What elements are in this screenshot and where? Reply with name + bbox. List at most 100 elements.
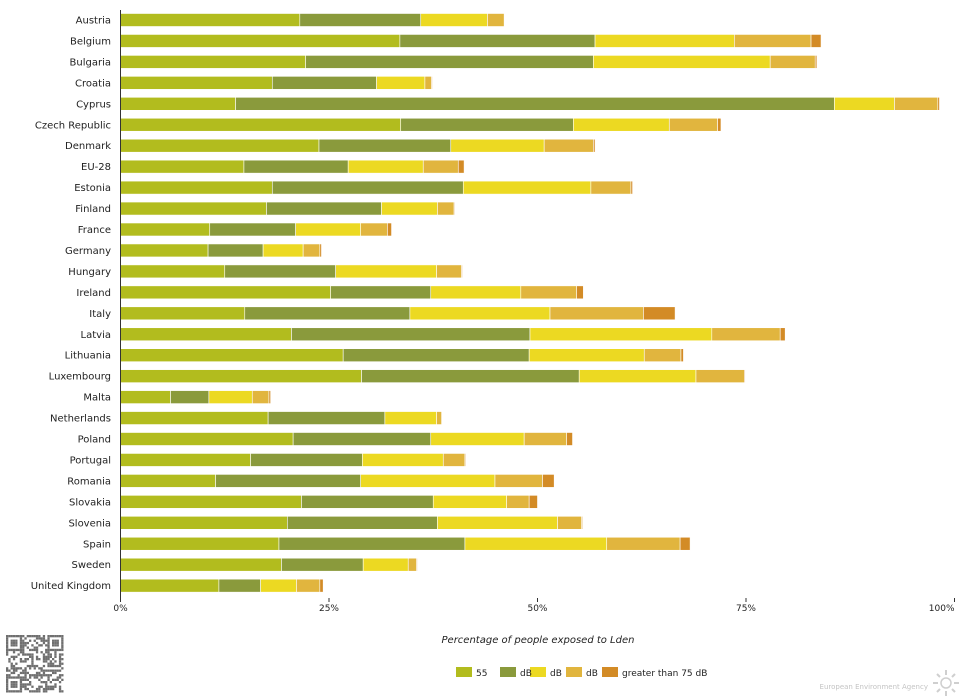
bar-segment-series-0[interactable] [120, 453, 251, 467]
bar-segment-series-1[interactable] [170, 390, 210, 404]
bar-segment-series-3[interactable] [549, 306, 644, 321]
bar-segment-series-4[interactable] [576, 285, 584, 300]
bar-segment-series-0[interactable] [120, 348, 344, 363]
bar-segment-series-4[interactable] [416, 557, 418, 572]
bar-segment-series-3[interactable] [407, 557, 417, 572]
bar-segment-series-0[interactable] [120, 97, 236, 111]
bar-segment-series-0[interactable] [120, 180, 273, 195]
bar-segment-series-3[interactable] [506, 495, 530, 509]
bar-segment-series-3[interactable] [668, 117, 718, 132]
bar-segment-series-0[interactable] [120, 327, 292, 342]
bar-segment-series-3[interactable] [543, 138, 594, 153]
legend-label-series-0[interactable]: 55 [476, 669, 487, 679]
bar-segment-series-2[interactable] [573, 117, 670, 132]
bar-segment-series-3[interactable] [251, 390, 270, 404]
bar-segment-series-4[interactable] [630, 180, 633, 195]
legend[interactable]: 55 dB dB dB greater than 75 dB [456, 667, 707, 679]
bar-segment-series-3[interactable] [523, 432, 567, 446]
bar-segment-series-3[interactable] [894, 97, 939, 111]
bar-segment-series-2[interactable] [362, 453, 444, 467]
bar-segment-series-3[interactable] [769, 55, 816, 69]
bar-segment-series-2[interactable] [593, 55, 771, 69]
bar-segment-series-3[interactable] [590, 180, 632, 195]
bar-segment-series-0[interactable] [120, 159, 245, 174]
bar-segment-series-2[interactable] [384, 411, 437, 425]
bar-segment-series-0[interactable] [120, 369, 362, 383]
bar-segment-series-0[interactable] [120, 474, 216, 488]
bar-segment-series-1[interactable] [218, 578, 261, 593]
bar-segment-series-4[interactable] [319, 578, 324, 593]
bar-segment-series-4[interactable] [528, 495, 538, 509]
bar-segment-series-2[interactable] [437, 515, 558, 530]
bar-segment-series-4[interactable] [268, 390, 271, 404]
bar-segment-series-1[interactable] [250, 453, 363, 467]
bar-segment-series-3[interactable] [734, 34, 812, 48]
bar-segment-series-0[interactable] [120, 495, 302, 509]
bar-segment-series-4[interactable] [593, 138, 596, 153]
bar-segment-series-0[interactable] [120, 222, 211, 237]
bar-segment-series-0[interactable] [120, 117, 402, 132]
bar-segment-series-3[interactable] [643, 348, 682, 363]
bar-segment-series-3[interactable] [437, 201, 455, 216]
bar-segment-series-1[interactable] [224, 264, 336, 279]
bar-segment-series-3[interactable] [436, 411, 442, 425]
legend-swatch-series-4[interactable] [602, 667, 618, 677]
bar-segment-series-3[interactable] [424, 76, 432, 90]
bar-segment-series-0[interactable] [120, 55, 306, 69]
bar-segment-series-1[interactable] [244, 306, 411, 321]
legend-swatch-series-0[interactable] [456, 667, 472, 677]
bar-segment-series-0[interactable] [120, 515, 288, 530]
bar-segment-series-3[interactable] [487, 13, 505, 27]
bar-segment-series-0[interactable] [120, 557, 282, 572]
bar-segment-series-1[interactable] [207, 243, 264, 258]
bar-segment-series-1[interactable] [361, 369, 580, 383]
bar-segment-series-2[interactable] [529, 327, 713, 342]
legend-label-series-4[interactable]: greater than 75 dB [622, 669, 707, 679]
legend-swatch-series-3[interactable] [566, 667, 582, 677]
bar-segment-series-2[interactable] [450, 138, 545, 153]
bar-segment-series-1[interactable] [271, 180, 464, 195]
bar-segment-series-4[interactable] [810, 34, 822, 48]
bar-segment-series-2[interactable] [432, 495, 507, 509]
bar-segment-series-0[interactable] [120, 138, 320, 153]
legend-label-series-1[interactable]: dB [520, 669, 532, 679]
bar-segment-series-2[interactable] [430, 432, 525, 446]
bar-segment-series-1[interactable] [299, 13, 422, 27]
bar-segment-series-3[interactable] [422, 159, 459, 174]
legend-label-series-3[interactable]: dB [586, 669, 598, 679]
bar-segment-series-2[interactable] [208, 390, 253, 404]
bar-segment-series-1[interactable] [243, 159, 349, 174]
bar-segment-series-1[interactable] [291, 327, 531, 342]
bar-segment-series-1[interactable] [318, 138, 452, 153]
bar-segment-series-2[interactable] [260, 578, 297, 593]
bar-segment-series-1[interactable] [281, 557, 364, 572]
bar-segment-series-0[interactable] [120, 432, 294, 446]
bar-segment-series-0[interactable] [120, 536, 280, 551]
bar-segment-series-4[interactable] [566, 432, 573, 446]
bar-segment-series-0[interactable] [120, 264, 226, 279]
bar-segment-series-4[interactable] [744, 369, 746, 383]
bar-segment-series-1[interactable] [266, 201, 382, 216]
bar-segment-series-2[interactable] [335, 264, 437, 279]
bar-segment-series-2[interactable] [381, 201, 438, 216]
bar-segment-series-2[interactable] [464, 536, 608, 551]
bar-segment-series-0[interactable] [120, 201, 267, 216]
bar-segment-series-0[interactable] [120, 285, 331, 300]
bar-segment-series-4[interactable] [643, 306, 676, 321]
bar-segment-series-2[interactable] [409, 306, 551, 321]
bar-segment-series-2[interactable] [594, 34, 735, 48]
bar-segment-series-4[interactable] [679, 536, 691, 551]
bar-segment-series-1[interactable] [267, 411, 386, 425]
bar-segment-series-4[interactable] [680, 348, 684, 363]
bar-segment-series-2[interactable] [376, 76, 426, 90]
bar-segment-series-0[interactable] [120, 411, 269, 425]
bar-segment-series-2[interactable] [834, 97, 895, 111]
bar-segment-series-4[interactable] [461, 264, 463, 279]
bar-segment-series-1[interactable] [400, 117, 574, 132]
bar-segment-series-3[interactable] [436, 264, 462, 279]
bar-segment-series-1[interactable] [305, 55, 594, 69]
bar-segment-series-1[interactable] [342, 348, 530, 363]
bar-segment-series-0[interactable] [120, 13, 301, 27]
bar-segment-series-4[interactable] [779, 327, 786, 342]
bar-segment-series-3[interactable] [302, 243, 321, 258]
